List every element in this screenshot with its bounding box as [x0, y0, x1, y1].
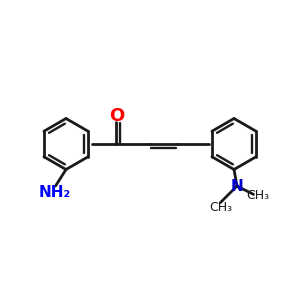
- Text: N: N: [231, 179, 243, 194]
- Text: CH₃: CH₃: [209, 201, 232, 214]
- Text: O: O: [109, 107, 124, 125]
- Text: NH₂: NH₂: [39, 185, 71, 200]
- Text: CH₃: CH₃: [246, 189, 270, 203]
